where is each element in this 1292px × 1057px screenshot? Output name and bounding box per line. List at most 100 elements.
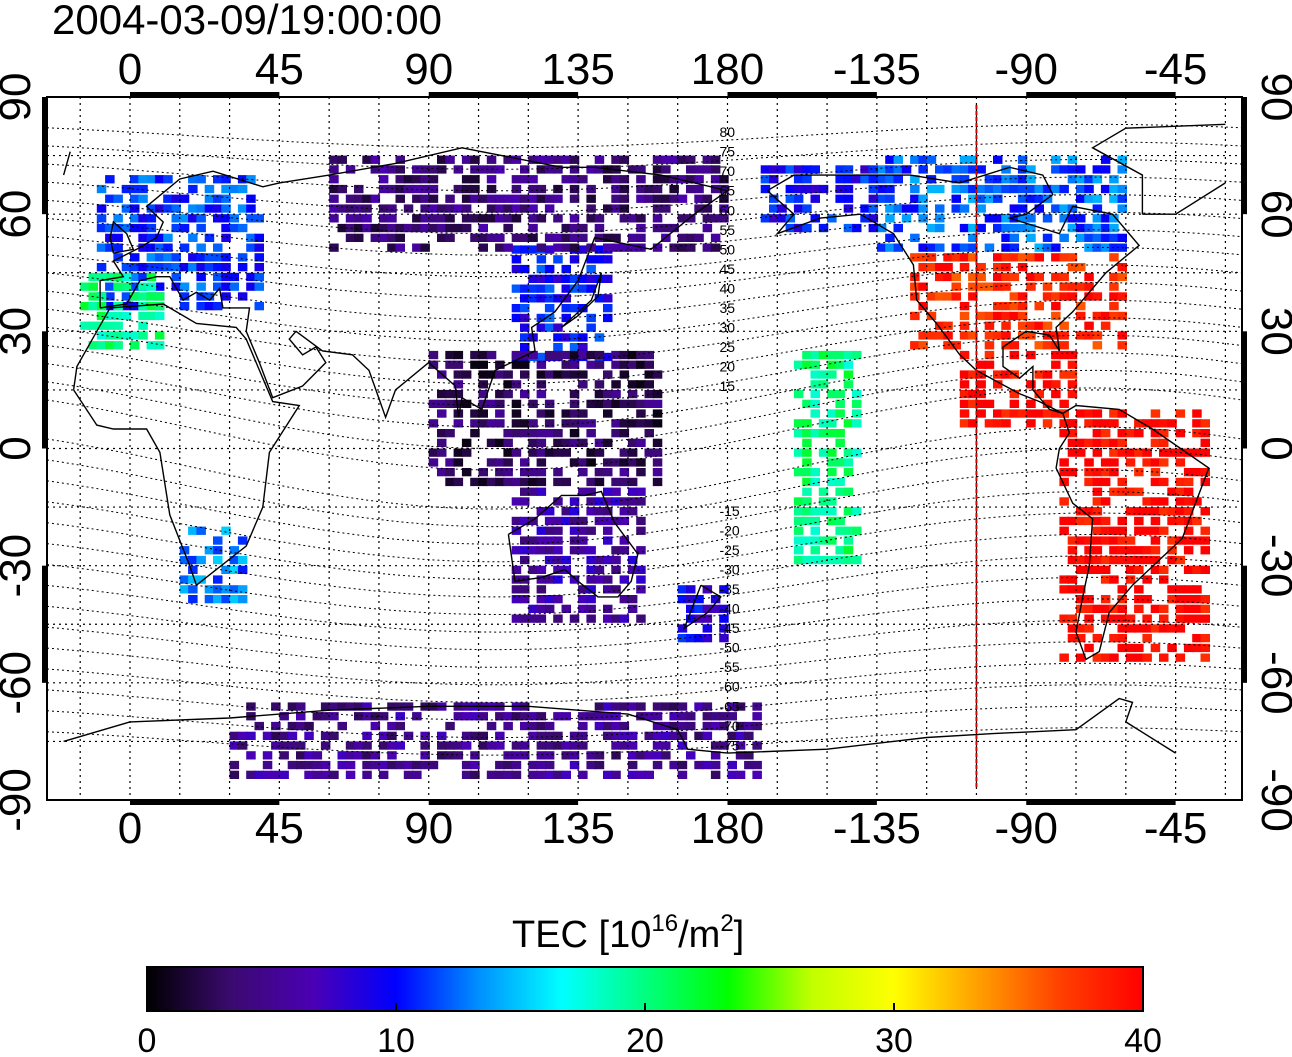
tec-cell <box>121 184 132 194</box>
tec-cell <box>271 770 281 779</box>
tec-cell <box>553 712 563 721</box>
tec-cell <box>1100 321 1111 330</box>
tec-cell <box>553 614 563 623</box>
tec-cell <box>412 760 422 770</box>
tec-cell <box>179 292 190 301</box>
tec-cell <box>246 214 256 223</box>
tec-cell <box>188 575 198 584</box>
tec-cell <box>105 331 115 340</box>
tec-cell <box>1067 360 1078 369</box>
tec-cell <box>420 165 430 174</box>
tec-cell <box>935 243 945 252</box>
tec-cell <box>486 399 497 408</box>
tec-cell <box>926 155 937 164</box>
tec-cell <box>453 741 464 750</box>
tec-cell <box>154 302 165 311</box>
tec-cell <box>105 272 115 282</box>
tec-cell <box>802 165 812 174</box>
tec-cell <box>437 438 447 447</box>
tec-cell <box>627 399 638 408</box>
tec-cell <box>686 712 696 721</box>
tec-cell <box>246 272 256 282</box>
tec-cell <box>802 497 812 506</box>
tec-cell <box>1167 595 1177 604</box>
tec-cell <box>760 165 771 174</box>
tec-cell <box>130 194 140 203</box>
tec-cell <box>702 614 713 623</box>
tec-cell <box>511 399 522 408</box>
tec-cell <box>636 565 646 574</box>
tec-cell <box>652 419 663 428</box>
contour-label: 20 <box>719 358 735 374</box>
colorbar-tick-label: 20 <box>626 1022 664 1057</box>
tec-cell <box>470 165 480 174</box>
tec-cell <box>287 721 298 731</box>
tec-cell <box>1001 233 1011 242</box>
tec-cell <box>536 458 547 467</box>
tec-cell <box>652 751 663 760</box>
tec-cell <box>627 565 638 574</box>
tec-cell <box>586 477 596 487</box>
tec-cell <box>1076 175 1086 184</box>
tec-cell <box>486 233 497 242</box>
tec-cell <box>345 194 356 203</box>
tec-cell <box>1009 253 1020 262</box>
tec-cell <box>943 165 953 174</box>
tec-cell <box>802 419 812 428</box>
tec-cell <box>943 263 953 272</box>
tec-cell <box>827 555 837 565</box>
tec-cell <box>354 233 364 242</box>
tec-cell <box>802 458 812 467</box>
tec-cell <box>619 546 630 555</box>
tec-cell <box>528 223 538 233</box>
tec-cell <box>686 595 696 604</box>
tec-cell <box>387 760 397 770</box>
tec-cell <box>578 333 588 342</box>
tec-cell <box>636 360 646 369</box>
tec-cell <box>702 194 713 203</box>
tec-cell <box>976 370 986 379</box>
tec-cell <box>686 175 696 184</box>
tec-cell <box>553 448 563 457</box>
tec-cell <box>544 751 555 760</box>
tec-cell <box>171 194 181 203</box>
tec-cell <box>345 770 356 779</box>
tec-cell <box>569 343 580 352</box>
tec-cell <box>603 487 613 496</box>
tec-cell <box>544 294 555 303</box>
tec-cell <box>686 614 696 623</box>
tec-cell <box>1067 585 1078 594</box>
tec-cell <box>262 760 273 770</box>
tec-cell <box>536 380 547 389</box>
tec-cell <box>594 448 605 457</box>
tec-cell <box>544 604 555 613</box>
tec-cell <box>1051 184 1061 194</box>
tec-cell <box>578 409 588 418</box>
tec-cell <box>926 223 937 233</box>
tec-cell <box>611 350 621 360</box>
tec-cell <box>246 243 256 252</box>
tec-cell <box>959 175 970 184</box>
tec-cell <box>138 311 148 321</box>
tec-cell <box>163 263 173 272</box>
tec-cell <box>520 343 530 352</box>
tec-cell <box>486 204 497 213</box>
tec-cell <box>445 721 455 731</box>
tec-cell <box>204 292 215 301</box>
tec-cell <box>802 429 812 438</box>
tec-cell <box>412 243 422 252</box>
tec-cell <box>636 399 646 408</box>
tec-cell <box>445 751 455 760</box>
tec-cell <box>544 516 555 526</box>
tec-cell <box>793 204 804 213</box>
tec-cell <box>910 253 920 262</box>
tec-cell <box>362 214 372 223</box>
tec-cell <box>188 253 198 262</box>
tec-cell <box>968 223 978 233</box>
tec-cell <box>1200 477 1210 487</box>
tec-cell <box>320 702 331 711</box>
tec-cell <box>968 243 978 252</box>
tec-cell <box>511 264 522 274</box>
tec-cell <box>246 282 256 291</box>
tec-cell <box>1026 350 1036 360</box>
